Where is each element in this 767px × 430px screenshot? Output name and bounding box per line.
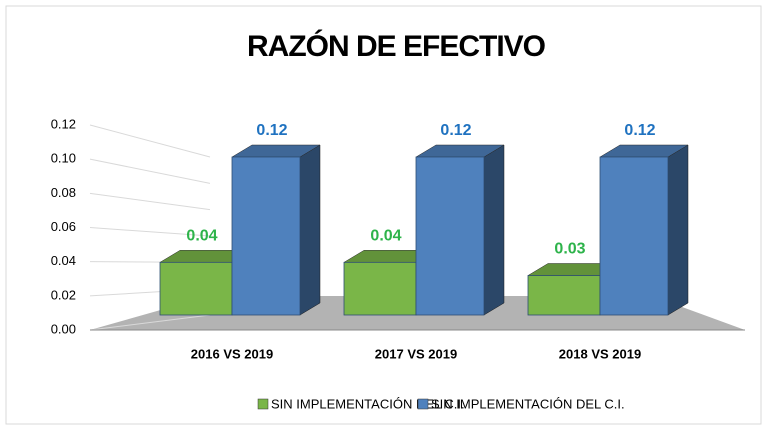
legend-label: SIN IMPLEMENTACIÓN DEL C.I. bbox=[431, 396, 625, 411]
y-tick-label: 0.10 bbox=[51, 151, 76, 166]
chart-title: RAZÓN DE EFECTIVO bbox=[247, 29, 546, 63]
data-label: 0.04 bbox=[370, 228, 401, 245]
bar bbox=[159, 261, 233, 316]
data-label: 0.12 bbox=[256, 122, 287, 139]
bar-side bbox=[483, 144, 505, 316]
x-tick-label: 2017 VS 2019 bbox=[375, 346, 457, 361]
bar bbox=[527, 275, 601, 316]
legend-swatch bbox=[257, 398, 269, 410]
y-tick-label: 0.04 bbox=[51, 253, 76, 268]
y-tick-label: 0.08 bbox=[51, 185, 76, 200]
y-tick-label: 0.00 bbox=[51, 321, 76, 336]
grid-line bbox=[89, 314, 211, 331]
data-label: 0.12 bbox=[440, 122, 471, 139]
x-tick-label: 2016 VS 2019 bbox=[191, 346, 273, 361]
grid-line bbox=[89, 227, 211, 237]
bar bbox=[343, 261, 417, 316]
legend-label: SIN IMPLEMENTACIÓN DEL C.I. bbox=[271, 396, 465, 411]
bar bbox=[231, 156, 301, 316]
data-label: 0.12 bbox=[624, 122, 655, 139]
y-tick-label: 0.06 bbox=[51, 219, 76, 234]
legend-swatch bbox=[417, 398, 429, 410]
grid-line bbox=[89, 124, 211, 158]
grid-line bbox=[89, 158, 211, 184]
data-label: 0.03 bbox=[554, 241, 585, 258]
bar-side bbox=[667, 144, 689, 316]
bar bbox=[599, 156, 669, 316]
grid-line bbox=[89, 192, 211, 211]
x-tick-label: 2018 VS 2019 bbox=[559, 346, 641, 361]
data-label: 0.04 bbox=[186, 228, 217, 245]
y-tick-label: 0.12 bbox=[51, 116, 76, 131]
bar-side bbox=[299, 144, 321, 316]
y-tick-label: 0.02 bbox=[51, 287, 76, 302]
bar bbox=[415, 156, 485, 316]
